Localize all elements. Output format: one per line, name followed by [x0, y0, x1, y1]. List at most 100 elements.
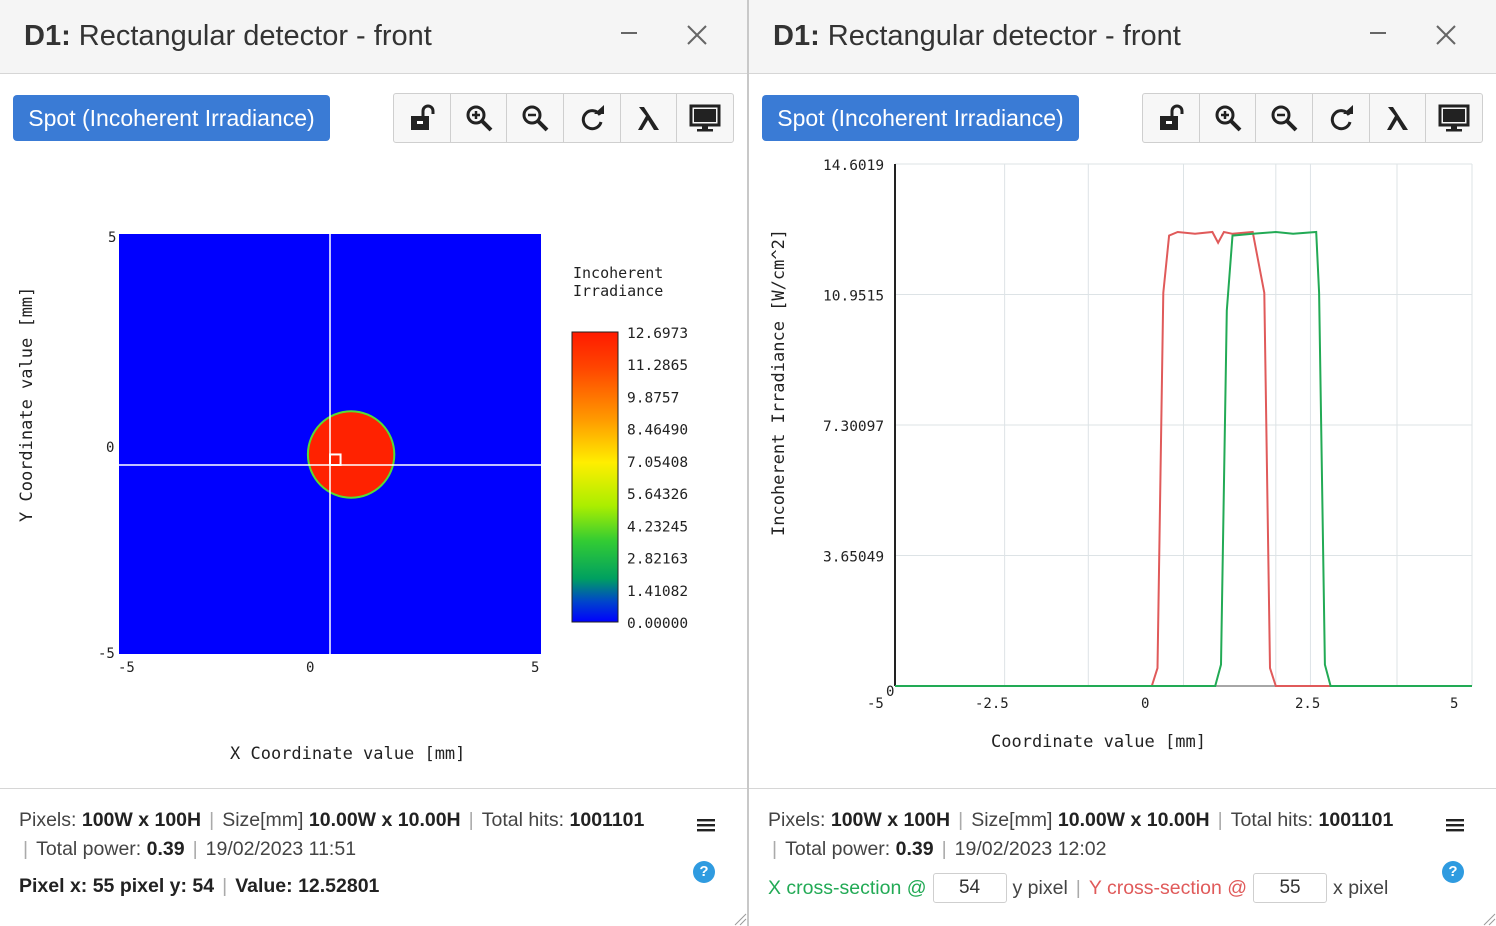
display-button[interactable] — [1426, 94, 1482, 142]
y-tick-label: 3.65049 — [823, 549, 884, 565]
colorbar-tick-label: 4.23245 — [627, 519, 688, 535]
colorbar-tick-label: 8.46490 — [627, 423, 688, 439]
pixel-readout: Pixel x: 55 pixel y: 54 | Value: 12.52801 — [19, 875, 380, 897]
window-divider — [747, 0, 749, 926]
resize-grip-icon[interactable] — [733, 912, 747, 926]
close-icon — [687, 25, 707, 45]
x-tick-label: 0 — [306, 660, 314, 676]
monitor-icon — [1438, 104, 1470, 132]
minimize-button[interactable] — [1358, 16, 1398, 52]
y-tick-label: 10.9515 — [823, 288, 884, 304]
x-tick-label: 2.5 — [1295, 696, 1320, 712]
x-cross-section-label: X cross-section @ — [768, 876, 927, 899]
refresh-icon — [1330, 105, 1353, 131]
refresh-icon — [581, 105, 604, 131]
zoom-out-button[interactable] — [507, 94, 565, 142]
detector-info-panel: Pixels: 100W x 100H | Size[mm] 10.00W x 10… — [749, 788, 1496, 926]
timestamp: 19/02/2023 12:02 — [954, 838, 1107, 860]
y-cross-section-unit: x pixel — [1333, 876, 1389, 899]
menu-button[interactable] — [1446, 817, 1464, 838]
zoom-in-button[interactable] — [1200, 94, 1257, 142]
colorbar-tick-label: 7.05408 — [627, 455, 688, 471]
help-icon: ? — [1448, 863, 1458, 880]
zoom-out-button[interactable] — [1256, 94, 1314, 142]
x-tick-label: 0 — [1141, 696, 1149, 712]
x-tick-label: -2.5 — [975, 696, 1009, 712]
selected-pixel-marker — [329, 453, 342, 467]
detector-stats: Pixels: 100W x 100H | Size[mm] 10.00W x 10… — [19, 809, 645, 860]
detector-stats: Pixels: 100W x 100H | Size[mm] 10.00W x 10… — [768, 809, 1394, 860]
spot-heatmap-chart[interactable]: -5 0 5 5 0 -5 X Coordinate value [mm] Y Coordin… — [0, 150, 747, 786]
x-tick-label: -5 — [867, 696, 884, 712]
help-button[interactable]: ? — [1442, 861, 1464, 883]
zoom-out-icon — [1271, 105, 1298, 132]
zoom-out-icon — [522, 105, 549, 132]
plot-mode-button[interactable]: Spot (Incoherent Irradiance) — [13, 95, 330, 141]
spot — [308, 412, 394, 497]
lambda-icon — [637, 107, 659, 130]
zoom-in-button[interactable] — [451, 94, 508, 142]
y-tick-label: 0 — [106, 440, 114, 456]
lock-toggle-button[interactable] — [394, 94, 451, 142]
x-tick-label: 5 — [531, 660, 539, 676]
y-tick-label: -5 — [98, 646, 115, 662]
colorbar-tick-label: 9.8757 — [627, 390, 679, 406]
window-title: D1: Rectangular detector - front — [24, 20, 432, 52]
close-button[interactable] — [1426, 16, 1466, 52]
wavelength-button[interactable] — [621, 94, 678, 142]
lambda-icon — [1386, 107, 1408, 130]
y-axis-label: Y Coordinate value [mm] — [17, 287, 37, 522]
x-cross-section-unit: y pixel — [1012, 876, 1068, 899]
x-tick-label: -5 — [118, 660, 135, 676]
window-titlebar[interactable]: D1: Rectangular detector - front — [749, 0, 1496, 74]
detector-window-spot: D1: Rectangular detector - front Spot (I… — [0, 0, 747, 926]
x-cross-section-line — [895, 230, 1472, 687]
timestamp: 19/02/2023 11:51 — [205, 838, 357, 860]
close-icon — [1436, 25, 1456, 45]
resize-grip-icon[interactable] — [1482, 912, 1496, 926]
menu-button[interactable] — [697, 817, 715, 838]
colorbar-tick-label: 1.41082 — [627, 584, 688, 600]
minimize-icon — [1370, 32, 1386, 34]
x-axis-label: Coordinate value [mm] — [991, 732, 1206, 752]
y-tick-label: 14.6019 — [823, 158, 884, 174]
y-cross-section-input[interactable] — [1253, 873, 1328, 903]
detector-window-cross-section: D1: Rectangular detector - front Spot (I… — [749, 0, 1496, 926]
y-axis-label: Incoherent Irradiance [W/cm^2] — [769, 229, 789, 536]
y-tick-label: 5 — [108, 230, 116, 246]
help-button[interactable]: ? — [693, 861, 715, 883]
unlock-icon — [410, 104, 435, 130]
refresh-button[interactable] — [564, 94, 621, 142]
colorbar-tick-label: 0.00000 — [627, 616, 688, 632]
plot-mode-button[interactable]: Spot (Incoherent Irradiance) — [762, 95, 1079, 141]
window-title: D1: Rectangular detector - front — [773, 20, 1181, 52]
lock-toggle-button[interactable] — [1143, 94, 1200, 142]
colorbar-tick-label: 12.6973 — [627, 326, 688, 342]
x-tick-label: 5 — [1450, 696, 1458, 712]
close-button[interactable] — [677, 16, 717, 52]
zoom-in-icon — [466, 105, 492, 132]
refresh-button[interactable] — [1313, 94, 1370, 142]
y-tick-label: 7.30097 — [823, 419, 884, 435]
x-cross-section-input[interactable] — [932, 873, 1007, 903]
window-titlebar[interactable]: D1: Rectangular detector - front — [0, 0, 747, 74]
minimize-button[interactable] — [609, 16, 649, 52]
plot-toolbar — [1142, 93, 1483, 143]
colorbar — [571, 331, 619, 623]
colorbar-tick-label: 11.2865 — [627, 358, 688, 374]
hamburger-menu-icon — [697, 819, 715, 832]
hamburger-menu-icon — [1446, 819, 1464, 832]
minimize-icon — [621, 32, 637, 34]
help-icon: ? — [699, 863, 709, 880]
y-cross-section-label: Y cross-section @ — [1088, 876, 1248, 899]
y-tick-label: 0 — [886, 684, 894, 700]
colorbar-title: Irradiance — [573, 282, 663, 300]
display-button[interactable] — [677, 94, 733, 142]
wavelength-button[interactable] — [1370, 94, 1427, 142]
x-axis-label: X Coordinate value [mm] — [230, 744, 465, 764]
y-cross-section-line — [895, 230, 1472, 687]
colorbar-tick-label: 5.64326 — [627, 487, 688, 503]
colorbar-tick-label: 2.82163 — [627, 552, 688, 568]
cross-section-controls: X cross-section @ y pixel | Y cross-sect… — [768, 873, 1388, 903]
